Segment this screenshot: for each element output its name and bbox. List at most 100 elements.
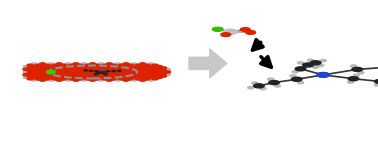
Circle shape [48, 79, 54, 81]
Circle shape [102, 72, 108, 74]
Circle shape [94, 75, 100, 77]
Circle shape [123, 74, 129, 76]
Circle shape [90, 74, 96, 76]
Circle shape [127, 64, 133, 66]
Circle shape [152, 78, 158, 80]
Circle shape [82, 74, 87, 76]
Circle shape [106, 74, 112, 76]
Circle shape [81, 76, 87, 78]
Circle shape [48, 68, 54, 70]
Circle shape [60, 67, 67, 69]
Circle shape [56, 79, 62, 81]
Circle shape [48, 71, 54, 73]
Circle shape [115, 76, 121, 78]
Circle shape [36, 70, 42, 72]
Circle shape [353, 74, 359, 76]
Circle shape [152, 72, 158, 74]
Circle shape [152, 70, 158, 72]
Circle shape [144, 70, 150, 72]
Circle shape [73, 71, 79, 73]
Circle shape [212, 27, 223, 31]
Circle shape [310, 61, 321, 65]
Circle shape [127, 75, 133, 77]
Circle shape [135, 64, 141, 66]
Circle shape [303, 63, 313, 67]
Circle shape [152, 64, 158, 66]
Circle shape [73, 71, 79, 73]
Circle shape [221, 33, 231, 36]
Circle shape [156, 76, 162, 78]
Circle shape [73, 68, 79, 70]
Circle shape [139, 68, 146, 70]
Circle shape [94, 74, 97, 75]
Circle shape [102, 67, 108, 69]
Circle shape [56, 68, 62, 70]
Circle shape [73, 74, 79, 76]
Circle shape [139, 76, 146, 78]
Circle shape [94, 70, 100, 72]
Circle shape [36, 64, 42, 66]
Circle shape [297, 81, 304, 84]
Circle shape [31, 66, 37, 68]
Circle shape [27, 72, 33, 74]
Circle shape [106, 79, 112, 81]
Circle shape [123, 63, 129, 65]
Circle shape [160, 75, 166, 77]
Circle shape [60, 72, 67, 74]
Circle shape [110, 72, 116, 74]
Circle shape [123, 74, 129, 76]
Circle shape [148, 68, 154, 70]
Circle shape [65, 66, 71, 68]
Circle shape [139, 68, 146, 70]
Circle shape [40, 68, 46, 70]
Circle shape [291, 77, 302, 81]
Circle shape [65, 76, 71, 78]
Circle shape [98, 68, 104, 70]
Circle shape [110, 75, 116, 77]
Circle shape [135, 67, 141, 69]
Circle shape [65, 76, 71, 78]
Circle shape [73, 76, 79, 78]
Circle shape [160, 70, 166, 72]
Circle shape [31, 74, 37, 76]
Circle shape [132, 79, 137, 81]
Circle shape [119, 75, 125, 77]
Circle shape [139, 71, 146, 73]
Circle shape [98, 74, 104, 76]
Circle shape [139, 79, 146, 81]
Circle shape [148, 74, 154, 76]
Circle shape [40, 71, 46, 73]
Circle shape [156, 74, 162, 76]
Circle shape [73, 74, 79, 76]
Circle shape [252, 82, 258, 84]
Circle shape [31, 71, 37, 73]
Circle shape [156, 66, 162, 68]
Circle shape [274, 85, 280, 87]
Circle shape [98, 68, 104, 70]
Circle shape [98, 76, 104, 78]
Circle shape [56, 76, 62, 78]
Circle shape [148, 74, 153, 76]
Circle shape [56, 74, 62, 76]
Circle shape [65, 79, 70, 81]
Circle shape [119, 67, 125, 69]
Circle shape [90, 76, 96, 78]
Circle shape [254, 84, 264, 88]
Circle shape [84, 70, 87, 71]
Circle shape [96, 73, 99, 74]
Circle shape [90, 71, 96, 73]
Circle shape [152, 75, 158, 77]
Circle shape [123, 66, 129, 68]
Circle shape [60, 64, 67, 66]
Circle shape [156, 71, 162, 73]
Circle shape [31, 74, 37, 76]
Circle shape [90, 66, 96, 68]
Circle shape [123, 66, 129, 68]
Circle shape [23, 74, 29, 76]
Circle shape [90, 68, 96, 70]
Circle shape [31, 68, 37, 70]
Circle shape [65, 68, 71, 70]
Circle shape [82, 63, 87, 65]
Circle shape [52, 78, 58, 80]
Circle shape [110, 67, 116, 69]
